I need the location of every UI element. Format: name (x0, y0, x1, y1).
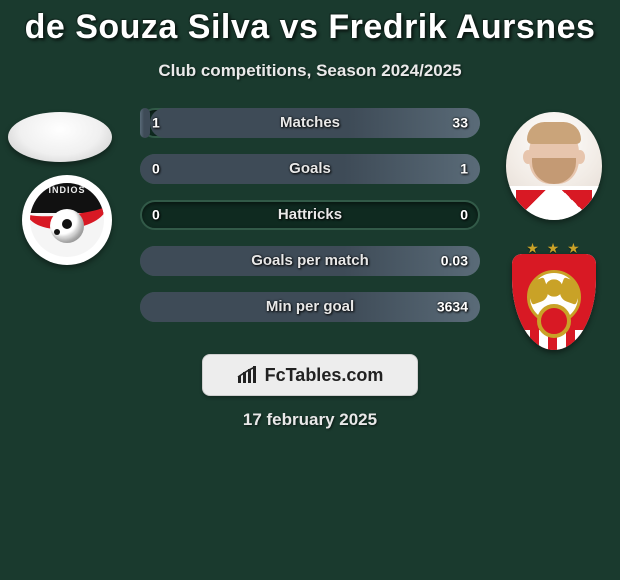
stat-row: Min per goal3634 (140, 292, 480, 322)
page-title: de Souza Silva vs Fredrik Aursnes (0, 8, 620, 47)
comparison-card: de Souza Silva vs Fredrik Aursnes Club c… (0, 0, 620, 580)
stat-row: Goals01 (140, 154, 480, 184)
stat-row: Hattricks00 (140, 200, 480, 230)
brand-watermark: FcTables.com (202, 354, 418, 396)
stat-fill-left (140, 108, 150, 138)
stat-track (140, 200, 480, 230)
bar-chart-icon (237, 366, 259, 384)
stat-fill-right (140, 246, 480, 276)
stats-list: Matches133 Goals01 Hattricks00 Goals per ma… (0, 108, 620, 338)
stat-fill-right (150, 108, 480, 138)
stat-row: Matches133 (140, 108, 480, 138)
snapshot-date: 17 february 2025 (0, 410, 620, 430)
subtitle: Club competitions, Season 2024/2025 (0, 61, 620, 81)
stat-row: Goals per match0.03 (140, 246, 480, 276)
stat-fill-right (140, 154, 480, 184)
brand-text: FcTables.com (265, 365, 384, 386)
stat-fill-right (140, 292, 480, 322)
